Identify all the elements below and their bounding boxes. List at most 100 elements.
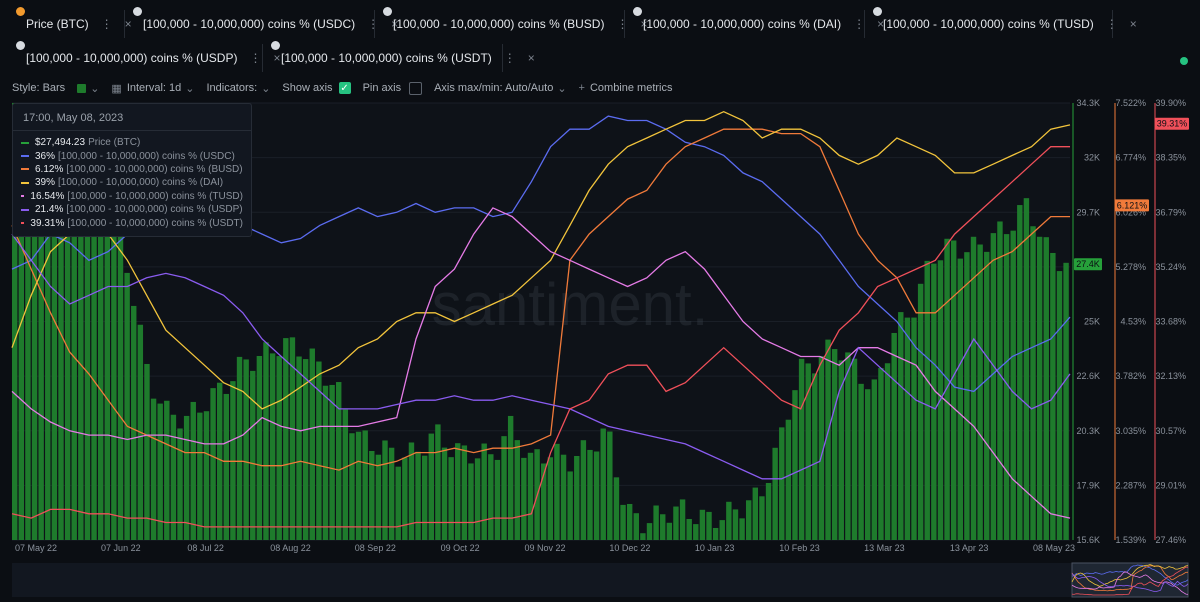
x-tick-label: 10 Jan 23 — [695, 543, 735, 553]
price-bar — [825, 339, 831, 540]
series-swatch — [21, 208, 29, 211]
show-axis-toggle[interactable]: Show axis ✓ — [282, 82, 351, 94]
price-bar — [759, 496, 765, 540]
price-bar — [435, 424, 441, 540]
more-icon[interactable]: ⋮ — [1105, 17, 1118, 31]
price-bar — [970, 236, 977, 540]
tooltip-row: $27,494.23 Price (BTC) — [21, 136, 243, 149]
price-bar — [699, 509, 706, 540]
navigator-series — [1071, 571, 1189, 595]
price-bar — [269, 353, 276, 540]
bitcoin-icon — [16, 7, 25, 16]
close-icon[interactable]: × — [527, 51, 535, 65]
price-bar — [977, 244, 983, 540]
price-bar — [706, 511, 712, 540]
pin-axis-toggle[interactable]: Pin axis — [363, 81, 423, 95]
tooltip-row: 36% [100,000 - 10,000,000) coins % (USDC) — [21, 149, 243, 162]
price-bar — [111, 218, 117, 541]
busd-axis-tick-label: 6.774% — [1115, 153, 1146, 163]
tooltip-series-name: [100,000 - 10,000,000) coins % (USDT) — [67, 217, 243, 229]
color-swatch[interactable]: ⌄ — [77, 82, 99, 95]
style-selector[interactable]: Style: Bars — [12, 82, 65, 94]
metric-tab[interactable]: [100,000 - 10,000,000) coins % (BUSD) ⋮ × — [375, 7, 647, 38]
price-bar — [256, 356, 263, 540]
price-bar — [660, 514, 666, 540]
price-bar — [402, 457, 408, 540]
metric-tab[interactable]: [100,000 - 10,000,000) coins % (USDC) ⋮ × — [125, 7, 398, 38]
busd-axis-tick-label: 1.539% — [1115, 535, 1146, 545]
navigator[interactable] — [12, 563, 1188, 597]
x-tick-label: 09 Oct 22 — [441, 543, 480, 553]
price-bar — [878, 368, 884, 540]
tooltip-value: 39.31% — [30, 217, 65, 229]
metric-tab[interactable]: [100,000 - 10,000,000) coins % (DAI) ⋮ × — [625, 7, 884, 38]
price-bar — [679, 499, 686, 540]
price-bar — [461, 445, 468, 540]
indicators-selector[interactable]: Indicators: ⌄ — [206, 82, 270, 95]
busd-axis-tick-label: 2.287% — [1115, 480, 1146, 490]
price-bar — [1017, 205, 1023, 540]
price-bar — [441, 447, 448, 540]
close-icon[interactable]: × — [877, 17, 885, 31]
axis-maxmin-selector[interactable]: Axis max/min: Auto/Auto ⌄ — [434, 82, 566, 95]
price-bar — [772, 447, 778, 540]
price-axis-tick-label: 17.9K — [1076, 480, 1100, 490]
price-bar — [91, 182, 97, 540]
price-axis-tick-label: 32K — [1084, 153, 1100, 163]
ethereum-icon — [16, 41, 25, 50]
tooltip-value: 6.12% — [35, 163, 64, 175]
more-icon[interactable]: ⋮ — [100, 17, 113, 31]
combine-metrics-button[interactable]: + Combine metrics — [579, 82, 673, 94]
interval-selector[interactable]: ▦ Interval: 1d ⌄ — [111, 82, 194, 95]
price-bar — [388, 447, 395, 540]
close-icon[interactable]: × — [124, 17, 132, 31]
tooltip-rows: $27,494.23 Price (BTC) 36% [100,000 - 10,00… — [13, 131, 251, 230]
metric-tab[interactable]: [100,000 - 10,000,000) coins % (USDP) ⋮ × — [8, 41, 280, 72]
price-bar — [944, 238, 950, 540]
series-line — [11, 146, 1070, 528]
price-bar — [104, 218, 110, 541]
close-icon[interactable]: × — [640, 17, 648, 31]
price-bar — [415, 451, 421, 540]
price-bar — [336, 382, 342, 540]
series-swatch — [21, 141, 29, 144]
price-bar — [243, 359, 249, 540]
more-icon[interactable]: ⋮ — [853, 17, 866, 31]
tooltip-series-name: [100,000 - 10,000,000) coins % (USDP) — [66, 204, 243, 216]
series-swatch — [21, 222, 25, 225]
navigator-series — [1071, 566, 1188, 596]
metric-tab[interactable]: [100,000 - 10,000,000) coins % (USDT) ⋮ × — [263, 41, 535, 72]
more-icon[interactable]: ⋮ — [503, 51, 516, 65]
more-icon[interactable]: ⋮ — [367, 17, 380, 31]
tooltip-series-name: Price (BTC) — [88, 137, 141, 149]
price-bar — [911, 317, 917, 540]
price-bar — [210, 388, 216, 540]
price-bar — [957, 258, 963, 540]
close-icon[interactable]: × — [391, 17, 399, 31]
price-bar — [157, 403, 163, 540]
tooltip-row: 21.4% [100,000 - 10,000,000) coins % (USD… — [21, 203, 243, 216]
price-bar — [144, 363, 150, 540]
price-bar — [197, 412, 203, 540]
more-icon[interactable]: ⋮ — [249, 51, 262, 65]
price-bar — [501, 436, 507, 540]
metric-tab[interactable]: Price (BTC) ⋮ × — [8, 7, 132, 38]
price-bar — [494, 459, 501, 540]
tab-controls: ⋮ × — [355, 17, 408, 31]
close-icon[interactable]: × — [1129, 17, 1137, 31]
price-bar — [891, 332, 897, 540]
price-axis-tick-label: 29.7K — [1076, 207, 1100, 217]
more-icon[interactable]: ⋮ — [616, 17, 629, 31]
price-bar — [626, 503, 633, 540]
ethereum-icon — [383, 7, 392, 16]
metric-tab[interactable]: [100,000 - 10,000,000) coins % (TUSD) ⋮ × — [865, 7, 1137, 38]
series-line — [11, 233, 1071, 480]
tooltip-value: 21.4% — [35, 204, 64, 216]
close-icon[interactable]: × — [273, 51, 281, 65]
busd-axis-tick-label: 6.026% — [1115, 207, 1146, 217]
price-bar — [607, 431, 613, 540]
price-bar — [984, 251, 990, 540]
price-axis-tick-label: 20.3K — [1076, 426, 1100, 436]
busd-axis-tick-label: 7.522% — [1115, 98, 1146, 108]
